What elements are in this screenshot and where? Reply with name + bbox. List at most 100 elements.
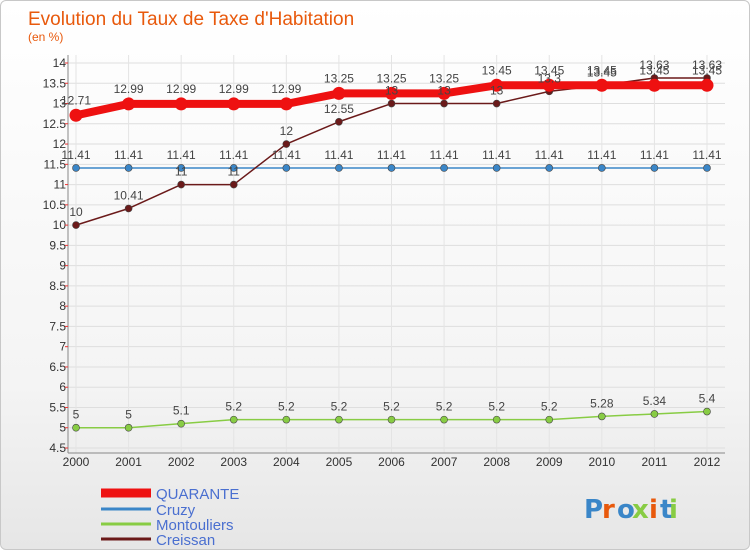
y-tick-label: 5 [59, 421, 66, 435]
x-tick-label: 2008 [483, 455, 510, 469]
data-point-cruzy [492, 164, 501, 172]
y-tick-label: 4.5 [49, 441, 66, 455]
data-label-montouliers: 5 [73, 408, 80, 422]
data-point-cruzy [598, 164, 606, 172]
data-point-quarante [122, 97, 136, 111]
data-point-quarante [279, 97, 293, 111]
x-tick-label: 2002 [168, 455, 195, 469]
data-point-quarante [542, 78, 556, 92]
data-point-quarante [227, 97, 241, 111]
logo-letter: P [584, 495, 603, 525]
x-tick-label: 2001 [115, 455, 142, 469]
x-tick-label: 2011 [642, 455, 668, 469]
y-tick-label: 10.5 [43, 198, 67, 212]
data-label-creissan: 13 [437, 84, 451, 98]
data-label-montouliers: 5.2 [541, 400, 558, 414]
x-tick-label: 2000 [63, 455, 90, 469]
data-label-quarante: 13.25 [324, 71, 354, 85]
data-label-creissan: 10 [69, 205, 83, 219]
data-point-creissan [124, 204, 133, 213]
data-label-creissan: 13.3 [538, 71, 562, 85]
x-tick-label: 2012 [694, 455, 721, 469]
data-point-creissan [229, 180, 238, 189]
data-label-quarante: 12.99 [219, 82, 249, 96]
y-tick-label: 12.5 [43, 117, 67, 131]
x-tick-label: 2004 [273, 455, 300, 469]
x-tick-label: 2007 [431, 455, 458, 469]
data-label-quarante: 13.45 [534, 63, 564, 77]
logo-letter: i [649, 495, 658, 525]
data-label-creissan: 11 [175, 165, 188, 179]
data-point-cruzy [545, 164, 554, 172]
y-tick-label: 8.5 [49, 279, 66, 293]
data-point-creissan [335, 117, 343, 126]
data-label-montouliers: 5 [125, 408, 132, 422]
data-point-montouliers [492, 415, 501, 424]
data-label-montouliers: 5.2 [225, 400, 242, 414]
data-point-cruzy [177, 164, 185, 172]
data-point-cruzy [387, 164, 396, 172]
data-label-cruzy: 11.41 [114, 148, 143, 162]
y-tick-label: 13.5 [43, 76, 67, 90]
logo-letter: t [660, 495, 672, 525]
data-point-montouliers [177, 419, 185, 428]
legend-label-montouliers: Montouliers [156, 517, 234, 534]
data-label-quarante: 13.25 [376, 71, 406, 85]
x-tick-label: 2003 [220, 455, 247, 469]
y-tick-label: 13 [53, 97, 67, 111]
data-point-creissan [387, 99, 396, 108]
x-tick-label: 2010 [588, 455, 615, 469]
data-point-quarante [700, 78, 714, 92]
data-point-quarante [174, 97, 188, 111]
data-label-creissan: 13 [490, 84, 504, 98]
legend-label-quarante: QUARANTE [156, 486, 239, 503]
data-label-creissan: 12.55 [324, 102, 354, 116]
y-tick-label: 12 [53, 137, 67, 151]
data-label-cruzy: 11.41 [535, 148, 564, 162]
data-label-montouliers: 5.34 [643, 394, 667, 408]
data-label-cruzy: 11.41 [61, 148, 90, 162]
data-point-cruzy [72, 164, 80, 172]
data-point-cruzy [703, 164, 711, 172]
legend-label-creissan: Creissan [156, 532, 215, 549]
logo-letter: o [617, 495, 635, 525]
data-point-creissan [177, 180, 185, 189]
data-point-creissan [492, 99, 501, 108]
data-point-cruzy [282, 164, 291, 172]
data-point-cruzy [335, 164, 343, 172]
data-label-cruzy: 11.41 [324, 148, 353, 162]
data-point-montouliers [545, 415, 554, 424]
data-point-montouliers [387, 415, 396, 424]
y-tick-label: 9.5 [49, 238, 66, 252]
x-tick-label: 2006 [378, 455, 405, 469]
y-tick-label: 8 [59, 299, 66, 313]
data-label-montouliers: 5.4 [699, 392, 716, 406]
data-point-quarante [332, 86, 346, 100]
chart-subtitle: (en %) [28, 30, 63, 44]
data-label-cruzy: 11.41 [692, 148, 721, 162]
data-label-creissan: 12 [280, 124, 294, 138]
data-label-quarante: 12.71 [61, 93, 91, 107]
data-label-quarante: 12.99 [271, 82, 301, 96]
data-point-montouliers [703, 407, 711, 416]
data-label-creissan: 11 [228, 165, 241, 179]
x-tick-label: 2005 [326, 455, 353, 469]
data-label-creissan: 13 [385, 84, 399, 98]
data-point-quarante [595, 78, 609, 92]
data-point-quarante [69, 108, 83, 122]
logo-letter: x [632, 495, 649, 525]
data-point-cruzy [124, 164, 133, 172]
data-point-cruzy [650, 164, 659, 172]
y-tick-label: 10 [53, 218, 67, 232]
data-point-creissan [440, 99, 448, 108]
y-tick-label: 14 [53, 56, 67, 70]
data-label-quarante: 12.99 [166, 82, 196, 96]
data-point-quarante [437, 86, 451, 100]
legend-label-cruzy: Cruzy [156, 502, 196, 519]
data-label-creissan: 13.45 [587, 65, 617, 79]
data-point-creissan [282, 140, 291, 148]
data-label-quarante: 13.25 [429, 71, 459, 85]
logo-letter: i [669, 495, 678, 525]
data-label-cruzy: 11.41 [482, 148, 511, 162]
